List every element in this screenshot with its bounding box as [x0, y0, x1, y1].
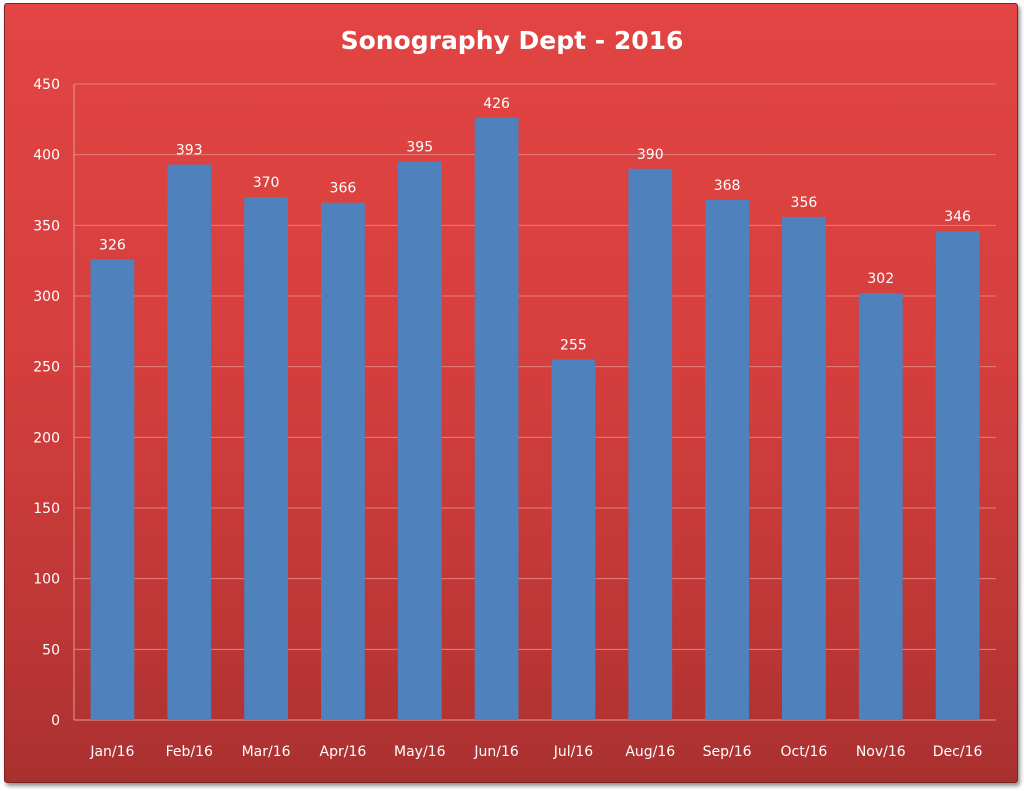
x-tick-label: Jun/16 [473, 744, 518, 760]
data-label: 426 [483, 96, 510, 112]
bar [90, 259, 135, 720]
bar [244, 197, 288, 721]
x-tick-label: Dec/16 [933, 744, 983, 760]
bar [858, 293, 903, 720]
x-axis-ticks: Jan/16 Feb/16 Mar/16 Apr/16 May/16 Jun/16 Jul/… [89, 744, 982, 760]
x-tick-label: May/16 [394, 744, 446, 760]
data-label: 346 [944, 209, 971, 225]
y-tick-label: 350 [33, 218, 60, 234]
x-tick-label: Feb/16 [166, 744, 213, 760]
bar [628, 168, 673, 721]
data-label: 368 [714, 178, 741, 194]
y-tick-label: 450 [33, 77, 60, 93]
data-label: 366 [330, 181, 357, 197]
data-label: 255 [560, 338, 587, 354]
y-tick-label: 400 [33, 148, 60, 164]
bars [90, 117, 980, 721]
x-tick-label: Nov/16 [856, 744, 906, 760]
y-tick-label: 150 [33, 501, 60, 517]
data-label: 326 [99, 237, 126, 253]
y-tick-label: 200 [33, 430, 60, 446]
bar [397, 161, 442, 720]
bar [167, 164, 212, 720]
x-tick-label: Oct/16 [781, 744, 828, 760]
bar [782, 216, 826, 720]
y-tick-label: 250 [33, 360, 60, 376]
bar [705, 199, 749, 721]
y-tick-label: 50 [42, 642, 60, 658]
gridlines [73, 83, 996, 721]
data-labels: 326 393 370 366 395 426 255 390 368 356 302 346 [99, 96, 971, 354]
x-tick-label: Sep/16 [703, 744, 752, 760]
chart-title: Sonography Dept - 2016 [341, 26, 684, 55]
y-tick-label: 300 [33, 289, 60, 305]
bar [321, 202, 365, 721]
y-tick-label: 0 [51, 713, 60, 729]
data-label: 302 [867, 271, 894, 287]
x-tick-label: Apr/16 [320, 744, 367, 760]
x-tick-label: Aug/16 [625, 744, 675, 760]
data-label: 395 [406, 140, 433, 156]
bar [551, 359, 596, 720]
bar [474, 117, 519, 721]
y-tick-label: 100 [33, 572, 60, 588]
y-axis-ticks: 0 50 100 150 200 250 300 350 400 450 [33, 77, 60, 729]
data-label: 393 [176, 143, 203, 159]
bar [935, 230, 980, 720]
data-label: 356 [791, 195, 818, 211]
x-tick-label: Jan/16 [89, 744, 134, 760]
x-tick-label: Mar/16 [242, 744, 291, 760]
x-tick-label: Jul/16 [553, 744, 594, 760]
data-label: 370 [253, 175, 280, 191]
data-label: 390 [637, 147, 664, 163]
